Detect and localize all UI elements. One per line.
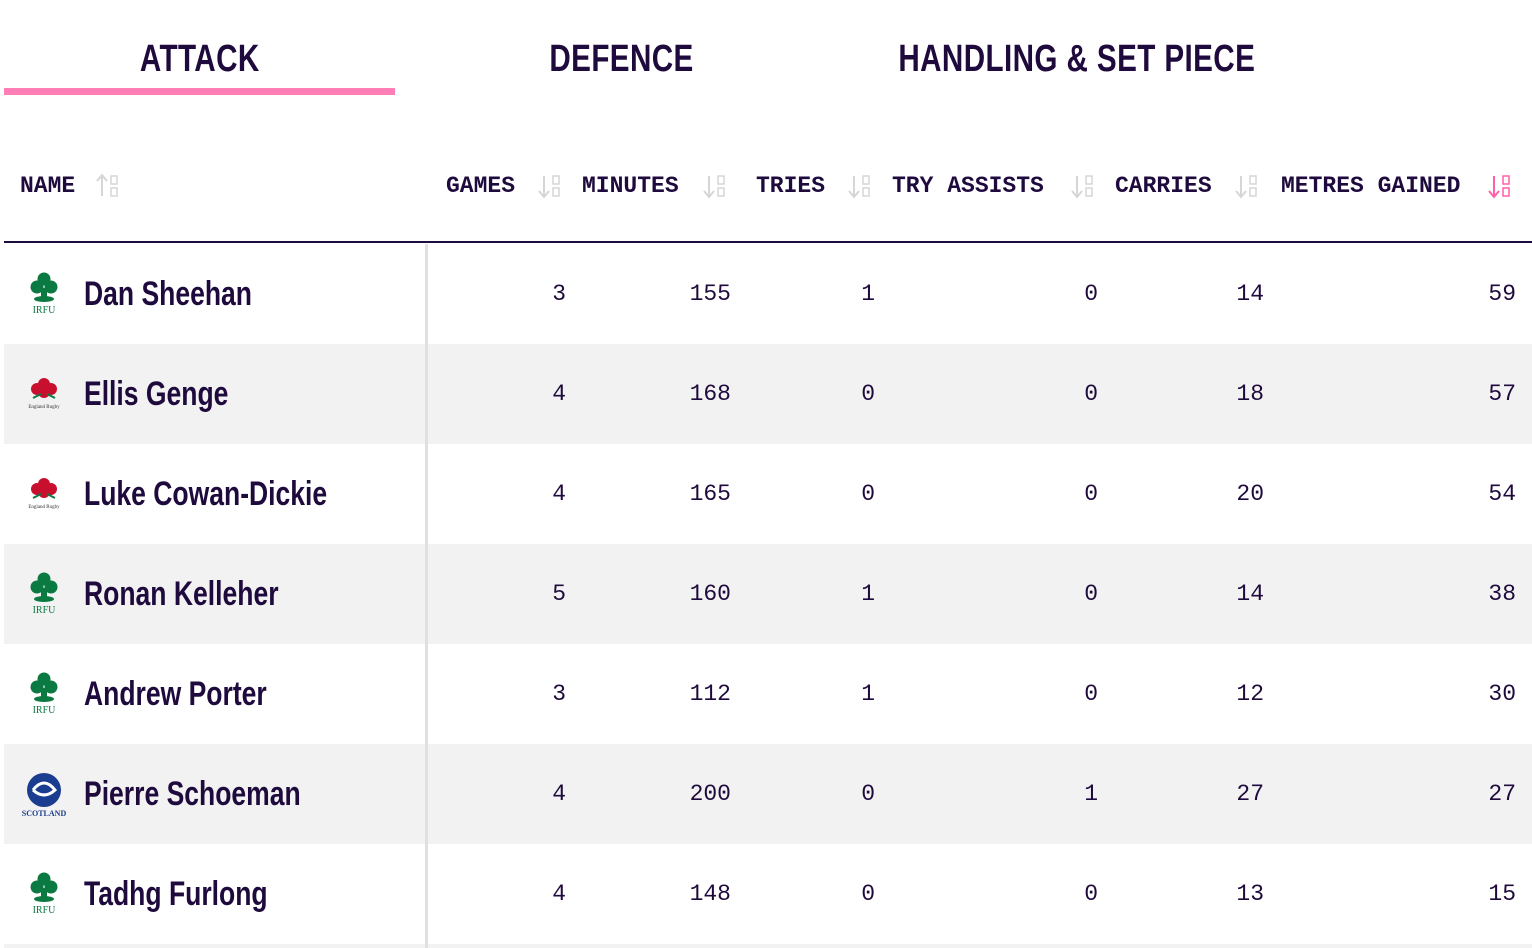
logo-text: IRFU [33,605,57,616]
team-logo: England Rugby [28,478,60,510]
column-header[interactable]: GAMES [446,173,516,199]
stat-value: 0 [1084,681,1098,707]
stat-value: 54 [1488,481,1516,507]
team-logo: England Rugby [28,378,60,410]
logo-text: IRFU [33,905,57,916]
logo-text: England Rugby [28,405,60,410]
tab[interactable]: HANDLING & SET PIECE [848,38,1255,98]
stat-value: 148 [689,881,731,907]
tab-label: HANDLING & SET PIECE [898,38,1256,80]
active-tab-indicator [4,88,395,95]
stat-value: 155 [689,281,731,307]
stat-value: 59 [1488,281,1516,307]
stat-value: 200 [689,781,731,807]
stat-value: 27 [1488,781,1516,807]
tab-label: ATTACK [139,38,260,80]
tab[interactable]: DEFENCE [426,38,817,98]
stat-value: 18 [1236,381,1264,407]
team-logo: IRFU [30,872,58,916]
stat-value: 0 [1084,581,1098,607]
stat-value: 38 [1488,581,1516,607]
team-logo: SCOTLAND [22,773,67,818]
table-row [4,544,1532,644]
stat-value: 30 [1488,681,1516,707]
stat-value: 12 [1236,681,1264,707]
stat-value: 14 [1236,281,1264,307]
stat-value: 4 [552,881,566,907]
stat-value: 112 [689,681,731,707]
sort-icon[interactable] [96,172,122,202]
logo-text: IRFU [33,705,57,716]
sort-icon[interactable] [703,172,729,202]
sort-icon[interactable] [1488,172,1514,202]
stat-value: 1 [1084,781,1098,807]
column-header[interactable]: TRIES [756,173,826,199]
tab[interactable]: ATTACK [4,38,395,98]
player-name: Ronan Kelleher [84,575,279,613]
column-divider [425,244,428,948]
team-logo: IRFU [30,672,58,716]
stat-value: 168 [689,381,731,407]
stat-value: 57 [1488,381,1516,407]
table-row [4,744,1532,844]
stat-value: 3 [552,281,566,307]
player-name: Dan Sheehan [84,275,253,313]
header-rule [4,241,1532,243]
column-header[interactable]: MINUTES [582,173,679,199]
player-name: Andrew Porter [84,675,267,713]
logo-text: SCOTLAND [22,809,67,818]
team-logo: IRFU [30,272,58,316]
tab-label: DEFENCE [549,38,694,80]
table-row [4,644,1532,744]
player-name: Pierre Schoeman [84,775,301,813]
stat-value: 160 [689,581,731,607]
stat-value: 0 [861,881,875,907]
sort-icon[interactable] [1071,172,1097,202]
stat-value: 1 [861,581,875,607]
table-row [4,444,1532,544]
stat-value: 27 [1236,781,1264,807]
stat-value: 0 [861,381,875,407]
player-name: Ellis Genge [84,375,229,413]
table-row [4,344,1532,444]
stat-value: 4 [552,481,566,507]
team-logo: IRFU [30,572,58,616]
table-row [4,244,1532,344]
next-row-edge [4,944,1532,948]
stat-value: 0 [1084,381,1098,407]
stat-value: 14 [1236,581,1264,607]
stat-value: 5 [552,581,566,607]
stat-value: 3 [552,681,566,707]
column-header[interactable]: METRES GAINED [1281,173,1461,199]
stat-value: 4 [552,781,566,807]
stat-value: 0 [861,781,875,807]
stat-value: 13 [1236,881,1264,907]
stat-value: 0 [861,481,875,507]
stat-value: 165 [689,481,731,507]
column-header[interactable]: TRY ASSISTS [892,173,1044,199]
stat-value: 4 [552,381,566,407]
stat-value: 1 [861,281,875,307]
stat-value: 1 [861,681,875,707]
sort-icon[interactable] [848,172,874,202]
stat-value: 0 [1084,281,1098,307]
column-header[interactable]: NAME [20,173,76,199]
column-header[interactable]: CARRIES [1115,173,1212,199]
stat-value: 20 [1236,481,1264,507]
sort-icon[interactable] [538,172,564,202]
player-name: Luke Cowan-Dickie [84,475,328,513]
stat-value: 15 [1488,881,1516,907]
stat-value: 0 [1084,881,1098,907]
logo-text: IRFU [33,305,57,316]
logo-text: England Rugby [28,505,60,510]
player-name: Tadhg Furlong [84,875,268,913]
sort-icon[interactable] [1235,172,1261,202]
stat-value: 0 [1084,481,1098,507]
table-row [4,844,1532,944]
